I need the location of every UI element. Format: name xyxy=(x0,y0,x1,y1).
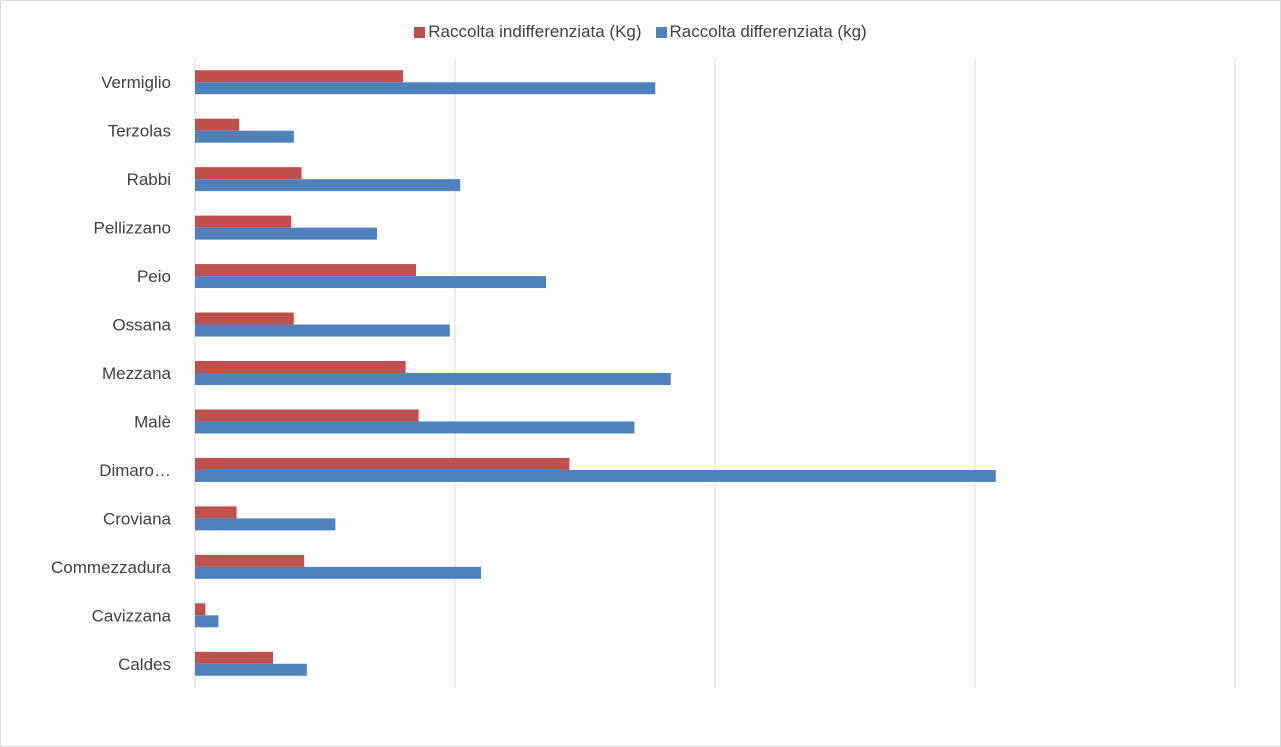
legend-entry-differenziata: Raccolta differenziata (kg) xyxy=(655,22,867,42)
bar-differenziata xyxy=(195,566,481,579)
bar-indifferenziata xyxy=(195,167,302,180)
bar-differenziata xyxy=(195,324,450,337)
bar-indifferenziata xyxy=(195,70,403,83)
bar-indifferenziata xyxy=(195,215,292,228)
bar-differenziata xyxy=(195,82,656,95)
category-label: Malè xyxy=(134,412,171,431)
legend-swatch-differenziata xyxy=(655,26,667,38)
bar-differenziata xyxy=(195,518,336,531)
bar-indifferenziata xyxy=(195,361,406,373)
bar-indifferenziata xyxy=(195,603,206,616)
bar-differenziata xyxy=(195,615,219,628)
legend-label-indifferenziata: Raccolta indifferenziata (Kg) xyxy=(428,22,642,41)
category-label: Vermiglio xyxy=(101,73,171,92)
bar-indifferenziata xyxy=(195,506,237,519)
legend-entry-indifferenziata: Raccolta indifferenziata (Kg) xyxy=(414,22,642,42)
category-label: Terzolas xyxy=(108,122,171,141)
category-label: Caldes xyxy=(118,655,171,674)
bar-differenziata xyxy=(195,179,461,192)
category-label: Pellizzano xyxy=(94,219,172,238)
bar-differenziata xyxy=(195,227,377,240)
category-label: Dimaro… xyxy=(99,461,171,480)
legend-label-differenziata: Raccolta differenziata (kg) xyxy=(669,22,867,41)
bar-differenziata xyxy=(195,130,294,143)
legend: Raccolta indifferenziata (Kg) Raccolta d… xyxy=(0,18,1281,46)
bar-differenziata xyxy=(195,421,635,434)
bar-indifferenziata xyxy=(195,554,305,567)
bar-indifferenziata xyxy=(195,118,240,131)
bar-indifferenziata xyxy=(195,312,294,325)
category-label: Croviana xyxy=(103,509,172,528)
bar-differenziata xyxy=(195,373,671,385)
category-label: Commezzadura xyxy=(51,558,172,577)
bar-differenziata xyxy=(195,469,996,482)
category-label: Ossana xyxy=(112,316,171,335)
bar-indifferenziata xyxy=(195,457,570,470)
bar-indifferenziata xyxy=(195,409,419,422)
bar-differenziata xyxy=(195,276,546,289)
category-label: Rabbi xyxy=(127,170,171,189)
category-label: Cavizzana xyxy=(92,606,172,625)
category-label: Peio xyxy=(137,267,171,286)
category-label: Mezzana xyxy=(102,364,172,383)
bar-differenziata xyxy=(195,663,307,676)
legend-swatch-indifferenziata xyxy=(414,26,426,38)
bar-indifferenziata xyxy=(195,264,416,277)
bar-indifferenziata xyxy=(195,651,273,664)
